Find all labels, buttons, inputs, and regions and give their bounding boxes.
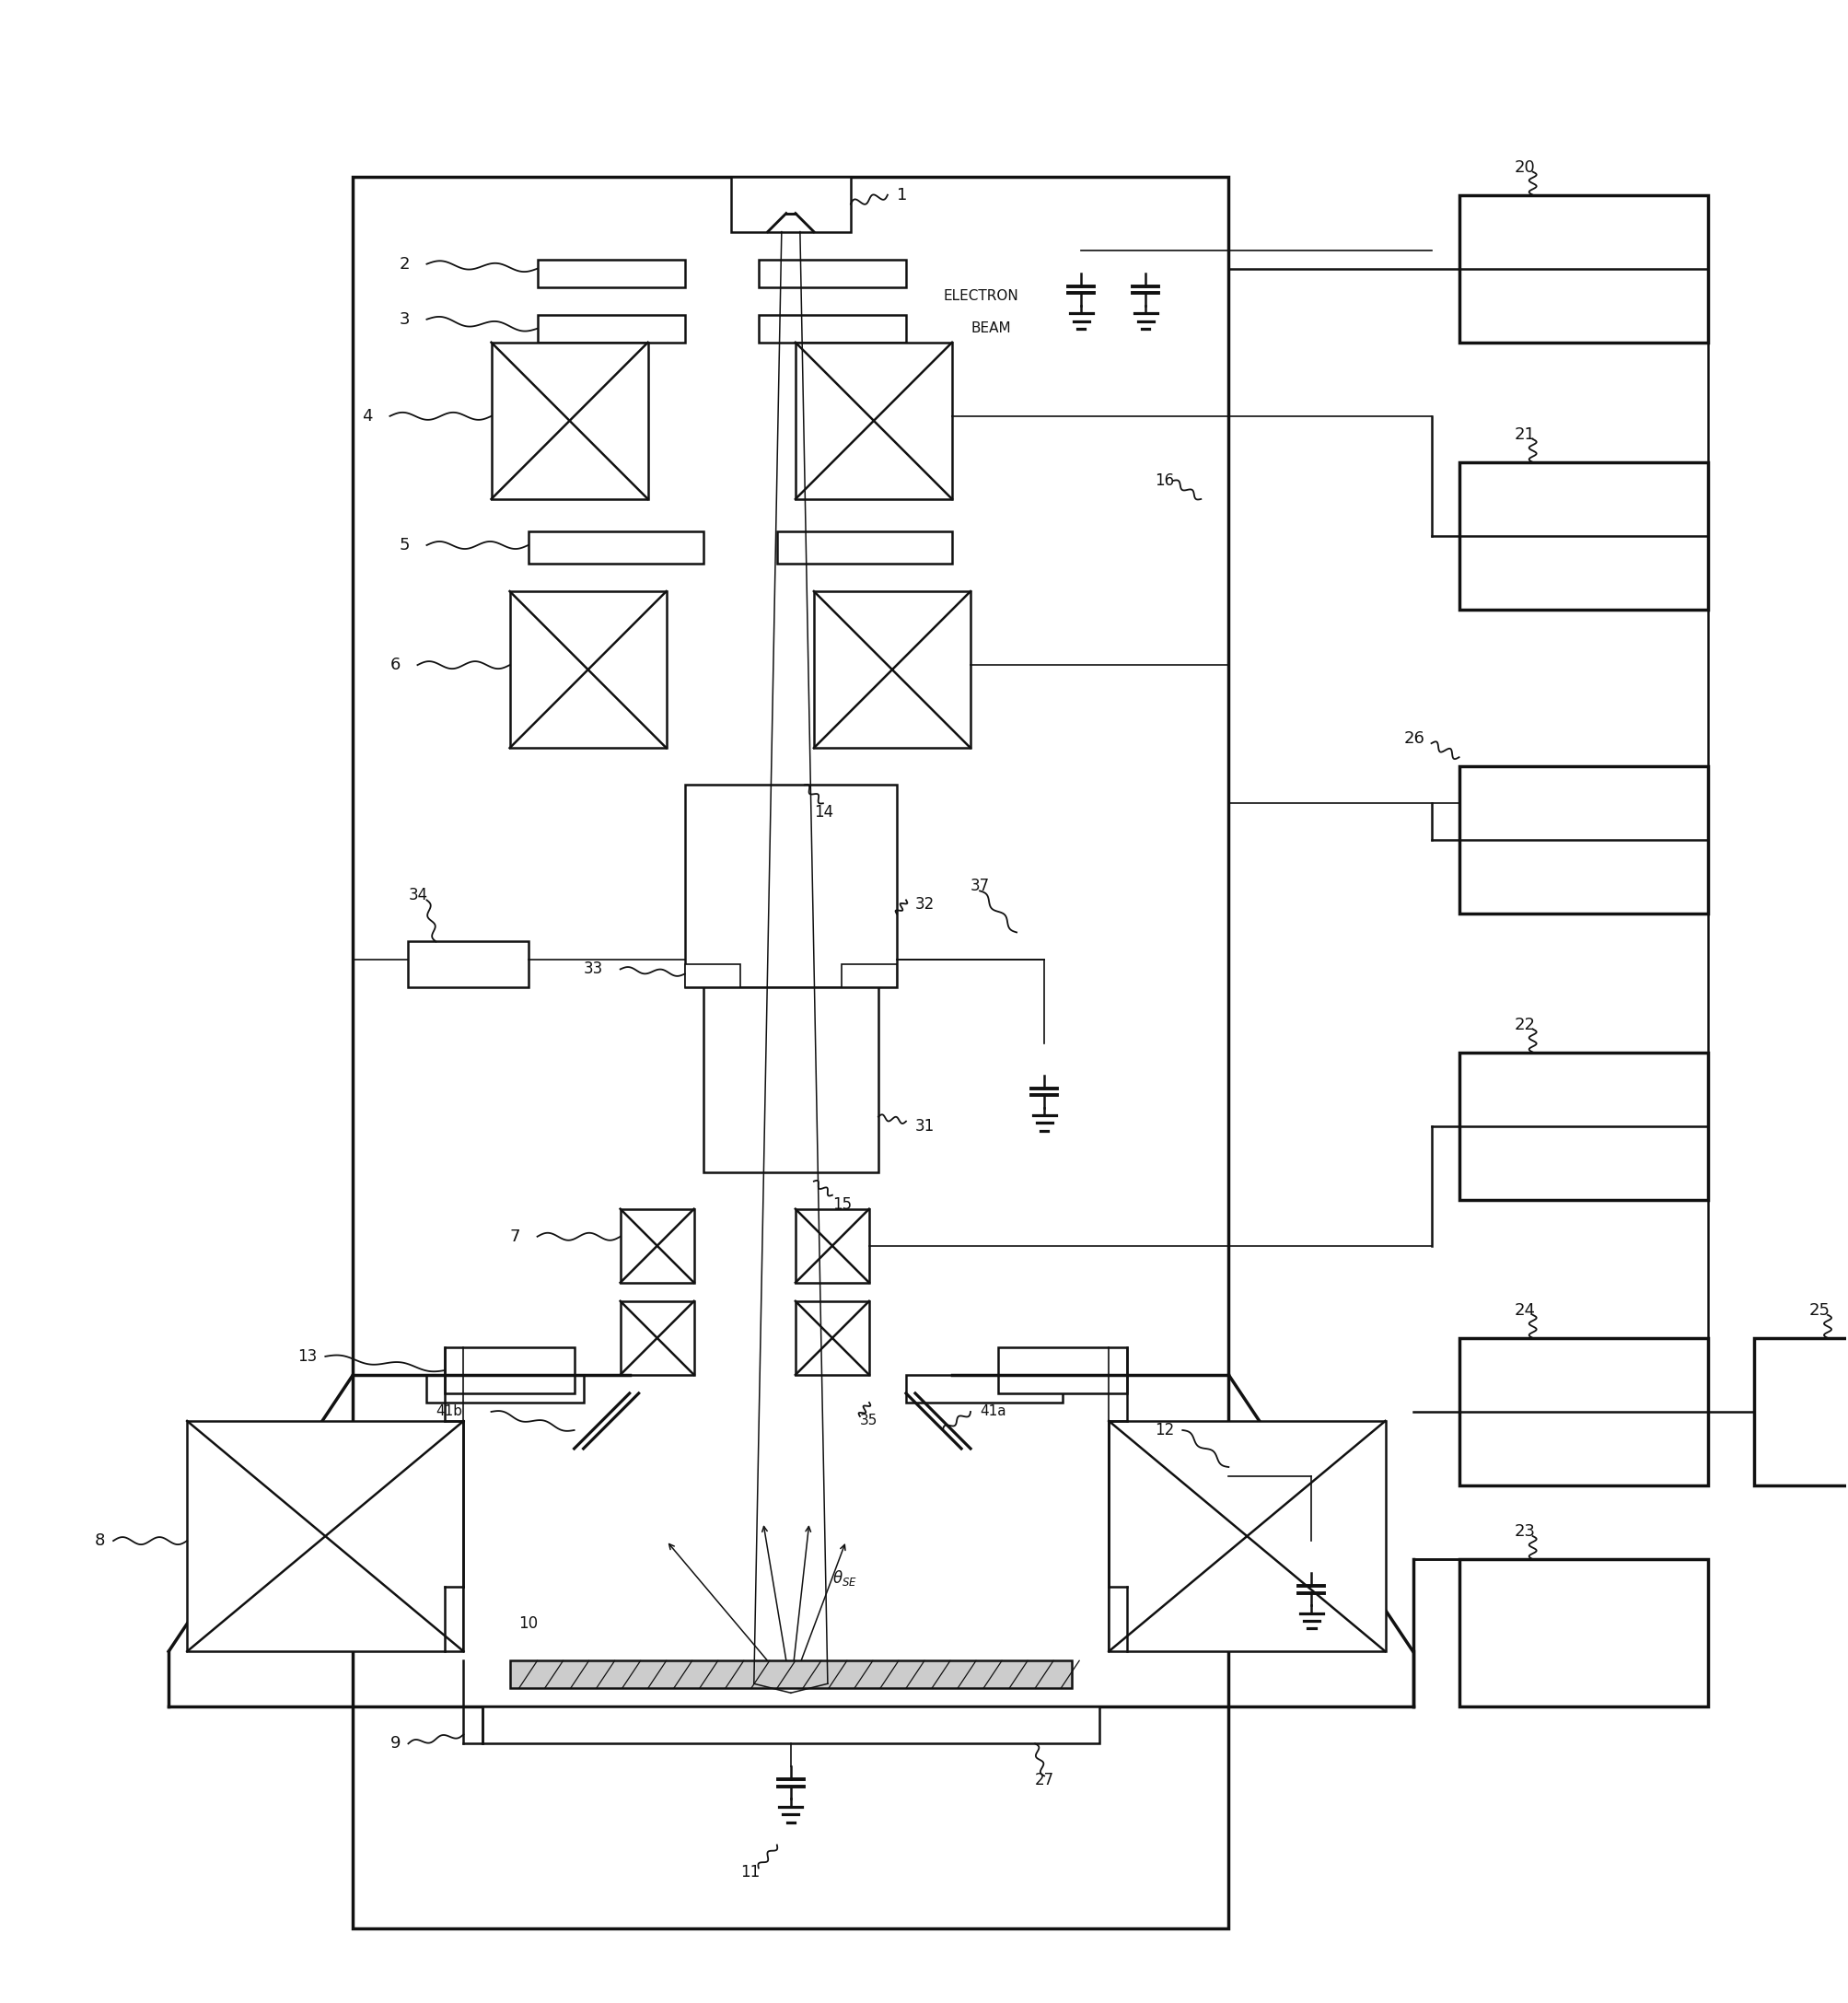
Text: 12: 12 <box>1155 1422 1173 1438</box>
Text: $\theta_{SE}$: $\theta_{SE}$ <box>832 1568 857 1586</box>
Bar <box>529 531 702 563</box>
Text: 27: 27 <box>1035 1773 1053 1789</box>
Bar <box>906 1374 1063 1402</box>
Text: 37: 37 <box>970 877 989 895</box>
Text: 41b: 41b <box>436 1404 462 1418</box>
Bar <box>1109 1420 1384 1650</box>
Text: 25: 25 <box>1809 1302 1830 1318</box>
Text: 31: 31 <box>915 1118 935 1134</box>
Bar <box>1458 767 1708 913</box>
Text: 34: 34 <box>408 887 427 903</box>
Text: BEAM: BEAM <box>970 322 1011 335</box>
Bar <box>510 591 665 747</box>
Text: 4: 4 <box>362 409 373 425</box>
Bar <box>841 965 896 987</box>
Text: 32: 32 <box>915 897 935 913</box>
Text: 7: 7 <box>510 1228 519 1244</box>
Text: 9: 9 <box>390 1735 401 1753</box>
Bar <box>427 1374 584 1402</box>
Bar <box>445 1348 575 1394</box>
Text: 24: 24 <box>1514 1302 1536 1318</box>
Text: 23: 23 <box>1514 1524 1536 1540</box>
Bar <box>1458 1558 1708 1707</box>
Text: 16: 16 <box>1155 473 1173 489</box>
Bar <box>1458 194 1708 343</box>
Text: 15: 15 <box>832 1196 852 1212</box>
Text: 35: 35 <box>859 1414 878 1428</box>
Bar <box>813 591 970 747</box>
Bar <box>795 343 952 499</box>
Text: 21: 21 <box>1514 427 1534 443</box>
Text: 3: 3 <box>399 310 410 328</box>
Bar <box>353 176 1229 1929</box>
Text: 5: 5 <box>399 537 410 553</box>
Text: 22: 22 <box>1514 1016 1536 1034</box>
Text: 2: 2 <box>399 256 410 272</box>
Bar <box>702 987 878 1172</box>
Text: 11: 11 <box>739 1865 760 1881</box>
Bar <box>619 1302 693 1374</box>
Bar <box>408 941 529 987</box>
Bar <box>619 1210 693 1282</box>
Bar <box>538 260 684 286</box>
Text: 10: 10 <box>519 1616 538 1632</box>
Text: 13: 13 <box>298 1348 318 1364</box>
Bar <box>684 785 896 987</box>
Bar <box>538 314 684 343</box>
Bar <box>510 1660 1072 1689</box>
Text: 6: 6 <box>390 657 401 673</box>
Text: 33: 33 <box>584 961 602 977</box>
Bar <box>795 1302 869 1374</box>
Text: 26: 26 <box>1403 731 1425 747</box>
Text: 20: 20 <box>1514 158 1534 176</box>
Bar <box>795 1210 869 1282</box>
Text: ELECTRON: ELECTRON <box>942 288 1018 302</box>
Text: 8: 8 <box>94 1532 105 1548</box>
Bar <box>684 965 739 987</box>
Bar <box>1754 1338 1848 1486</box>
Text: 1: 1 <box>896 186 907 202</box>
Bar <box>998 1348 1127 1394</box>
Bar <box>1458 463 1708 609</box>
Bar <box>492 343 647 499</box>
Text: 41a: 41a <box>979 1404 1005 1418</box>
Bar <box>730 176 850 232</box>
Bar <box>187 1420 464 1650</box>
Text: 14: 14 <box>813 805 833 821</box>
Bar <box>1458 1052 1708 1200</box>
Bar <box>482 1707 1100 1743</box>
Bar <box>1458 1338 1708 1486</box>
Bar <box>758 260 906 286</box>
Bar <box>758 314 906 343</box>
Bar <box>776 531 952 563</box>
